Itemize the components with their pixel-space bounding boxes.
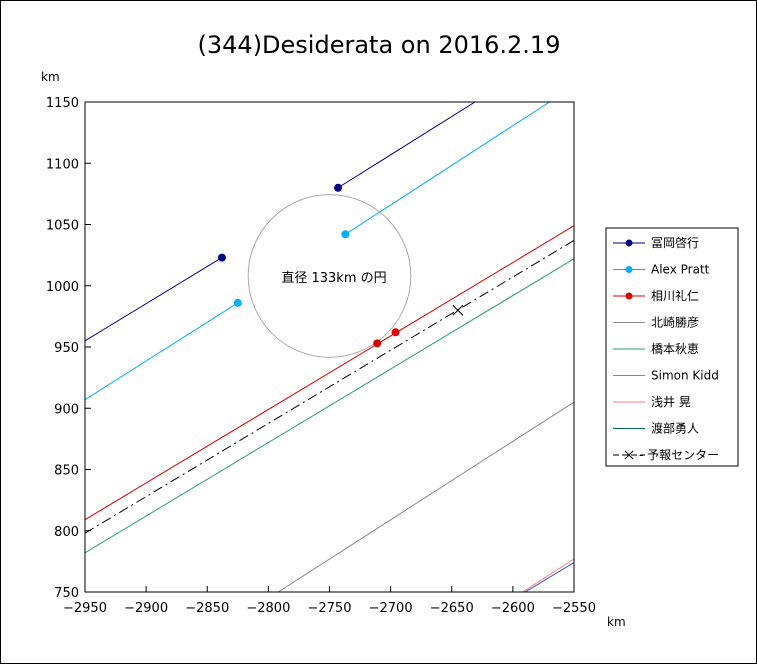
series-line — [337, 102, 476, 189]
legend-label: 北崎勝彦 — [651, 315, 699, 330]
legend-marker — [625, 292, 633, 300]
y-tick-label: 750 — [54, 586, 79, 601]
series-line — [85, 302, 239, 401]
chart-title: (344)Desiderata on 2016.2.19 — [198, 31, 561, 59]
y-tick-label: 900 — [54, 402, 79, 417]
x-tick-label: −2900 — [124, 601, 168, 616]
plot-area-border — [84, 101, 575, 593]
x-tick-label: −2600 — [491, 601, 535, 616]
size-reference-circle — [247, 194, 412, 358]
x-tick-label: −2950 — [63, 601, 107, 616]
observation-point — [391, 328, 400, 337]
x-tick-label: −2800 — [246, 601, 290, 616]
legend-label: 橋本秋恵 — [651, 342, 699, 356]
series-line — [524, 562, 574, 592]
legend-marker — [625, 266, 633, 273]
series-line — [85, 257, 223, 342]
circle-label: 直径 133km の円 — [281, 271, 386, 286]
legend-label: - 予報センター — [639, 448, 719, 462]
series-line — [277, 401, 574, 592]
series-line — [522, 558, 574, 592]
y-tick-label: 1050 — [46, 219, 79, 234]
series-line — [85, 258, 574, 554]
x-tick-label: −2550 — [552, 601, 596, 616]
series-line — [85, 225, 574, 521]
legend-marker — [625, 239, 633, 247]
axes: −2950 −2900 −2850 −2800 −2750 −2700 −2650 −2600… — [46, 96, 596, 616]
y-tick-label: 800 — [54, 525, 79, 540]
observation-point — [373, 339, 382, 348]
plot-markers — [217, 183, 464, 348]
observation-point — [233, 298, 242, 307]
observation-point — [334, 183, 343, 192]
legend-label: 相川礼仁 — [651, 288, 699, 303]
legend-marker — [624, 450, 634, 460]
x-axis-unit: km — [607, 615, 626, 629]
series-line — [345, 102, 550, 235]
y-tick-label: 1150 — [46, 96, 79, 111]
y-axis-unit: km — [41, 70, 60, 84]
observation-point — [217, 253, 226, 262]
legend-label: 浅井 晃 — [651, 395, 691, 409]
x-tick-label: −2750 — [308, 601, 352, 616]
x-tick-label: −2700 — [369, 601, 413, 616]
legend-label: 冨岡啓行 — [651, 235, 699, 250]
y-tick-label: 850 — [54, 464, 79, 479]
y-tick-label: 950 — [54, 341, 79, 356]
observation-point — [341, 230, 350, 239]
prediction-center-marker — [452, 304, 464, 316]
legend-label: 渡部勇人 — [651, 421, 699, 436]
plot-lines — [85, 102, 574, 592]
y-tick-label: 1000 — [46, 280, 79, 295]
series-line — [85, 239, 574, 534]
legend-label: Simon Kidd — [651, 369, 719, 383]
x-tick-label: −2850 — [185, 601, 229, 616]
x-tick-label: −2650 — [430, 601, 474, 616]
y-tick-label: 1100 — [46, 157, 79, 172]
legend-label: Alex Pratt — [651, 263, 710, 277]
